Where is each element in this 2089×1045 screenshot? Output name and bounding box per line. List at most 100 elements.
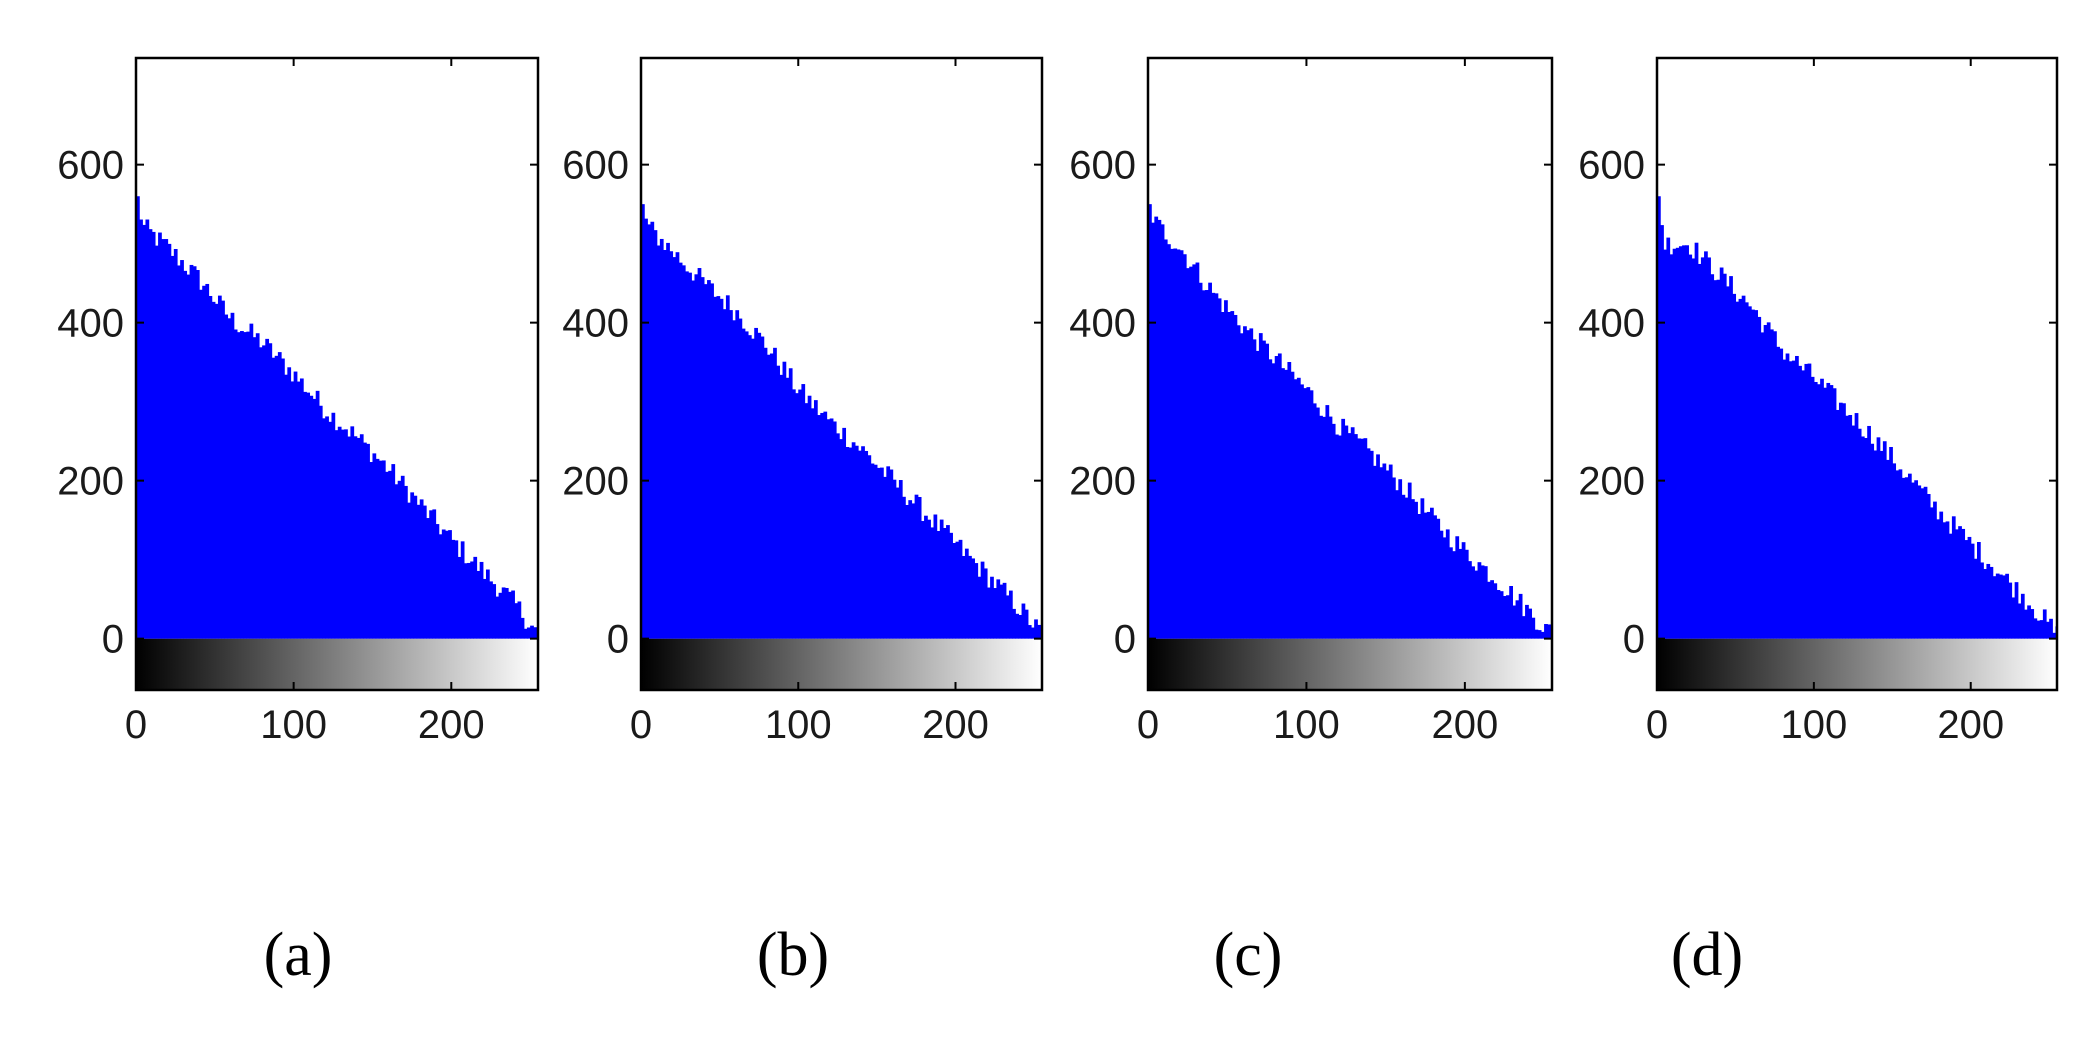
histogram-bar [504, 587, 509, 639]
histogram-bar [1173, 248, 1178, 639]
histogram-bar [208, 295, 213, 639]
histogram-bar [1227, 311, 1231, 639]
histogram-bar [1037, 624, 1042, 639]
histogram-bar [971, 558, 975, 639]
histogram-bar [1964, 540, 1969, 639]
histogram-bar [1360, 438, 1365, 639]
histogram-bar [785, 377, 790, 639]
histogram-bar [716, 296, 721, 639]
histogram-bar [422, 505, 427, 639]
histogram-bar [2036, 620, 2041, 639]
histogram-bar [1369, 450, 1374, 639]
histogram-bar [1747, 306, 1752, 639]
histogram-bar [1929, 507, 1934, 639]
histogram-bar [1262, 340, 1266, 639]
histogram-bar [1357, 438, 1361, 639]
histogram-bar [265, 338, 270, 639]
histogram-bar [993, 588, 997, 639]
x-tick-label: 0 [630, 703, 652, 747]
histogram-bar [1895, 470, 1900, 639]
histogram-bar [1707, 257, 1711, 639]
histogram-bar [1012, 608, 1016, 639]
histogram-bar [1163, 239, 1168, 639]
histogram-bar [186, 274, 191, 639]
histogram-bar [1926, 494, 1931, 639]
histogram-bar [804, 403, 809, 639]
histogram-bar [669, 251, 674, 639]
histogram-bar [1024, 609, 1029, 639]
histogram-bar [952, 542, 957, 639]
histogram-bar [1258, 333, 1263, 639]
histogram-bars [136, 196, 538, 639]
y-tick-label: 0 [102, 618, 124, 662]
histogram-bar [2042, 609, 2047, 639]
histogram-bar [356, 437, 361, 639]
histogram-bar [1867, 425, 1871, 639]
histogram-bar [517, 601, 522, 639]
histogram-bar [889, 469, 894, 639]
histogram-bar [1685, 245, 1689, 639]
histogram-bar [2014, 582, 2019, 639]
histogram-bar [776, 365, 780, 639]
histogram-bar [347, 436, 351, 639]
histogram-bar [1977, 542, 1981, 639]
histogram-bar [435, 524, 440, 639]
histogram-bar [1372, 465, 1377, 639]
histogram-bar [1382, 463, 1387, 639]
histogram-bar [1176, 249, 1181, 639]
histogram-bar [202, 285, 206, 639]
histogram-bar [883, 476, 887, 639]
histogram-bar [1008, 590, 1013, 639]
histogram-bar [710, 283, 714, 639]
histogram-bar [315, 390, 320, 639]
histogram-bar [485, 569, 490, 639]
histogram-bar [1663, 249, 1668, 639]
histogram-bar [1955, 529, 1959, 639]
histogram-bar [1729, 276, 1733, 639]
histogram-bar [426, 518, 430, 639]
histogram-bar [1958, 526, 1962, 639]
histogram-bar [394, 484, 399, 639]
histogram-bar [747, 335, 752, 639]
histogram-bar [1917, 485, 1922, 639]
histogram-bar [2039, 620, 2044, 639]
histogram-bar [482, 578, 487, 639]
histogram-bar [444, 530, 449, 639]
histogram-bar [703, 284, 708, 639]
histogram-bar [1945, 521, 1950, 639]
histogram-bar [1860, 436, 1865, 639]
histogram-bar [1666, 237, 1671, 639]
histogram-bar [1464, 549, 1469, 639]
histogram-bar [432, 509, 437, 639]
histogram-bar [1525, 604, 1529, 639]
histogram-bar [961, 556, 966, 639]
x-tick-label: 0 [1137, 703, 1159, 747]
histogram-bar [1813, 381, 1818, 639]
histogram-bar [1306, 387, 1311, 639]
histogram-bar [1933, 501, 1937, 639]
histogram-bar [920, 521, 925, 639]
histogram-bar [663, 249, 667, 639]
histogram-bar [1271, 363, 1276, 639]
histogram-bar [243, 332, 247, 639]
histogram-bar [936, 531, 941, 639]
histogram-bar [1675, 247, 1680, 639]
histogram-bar [1989, 566, 1994, 639]
histogram-bar [1782, 359, 1787, 639]
histogram-bar [299, 378, 304, 639]
histogram-bar [1678, 246, 1683, 639]
histogram-bar [479, 561, 484, 639]
histogram-bar [1722, 273, 1727, 639]
histogram-bar [1300, 384, 1304, 639]
histogram-bar [189, 264, 194, 639]
histogram-bar [262, 345, 266, 639]
y-tick-label: 200 [1578, 460, 1645, 504]
y-tick-label: 200 [1069, 460, 1136, 504]
histogram-bar [1889, 446, 1893, 639]
histogram-bar [523, 628, 528, 639]
panel-caption: (d) [1671, 921, 1743, 989]
histogram-bar [1230, 311, 1235, 639]
histogram-bar [1417, 514, 1422, 639]
histogram-bar [2017, 603, 2022, 639]
histogram-bar [666, 242, 670, 639]
